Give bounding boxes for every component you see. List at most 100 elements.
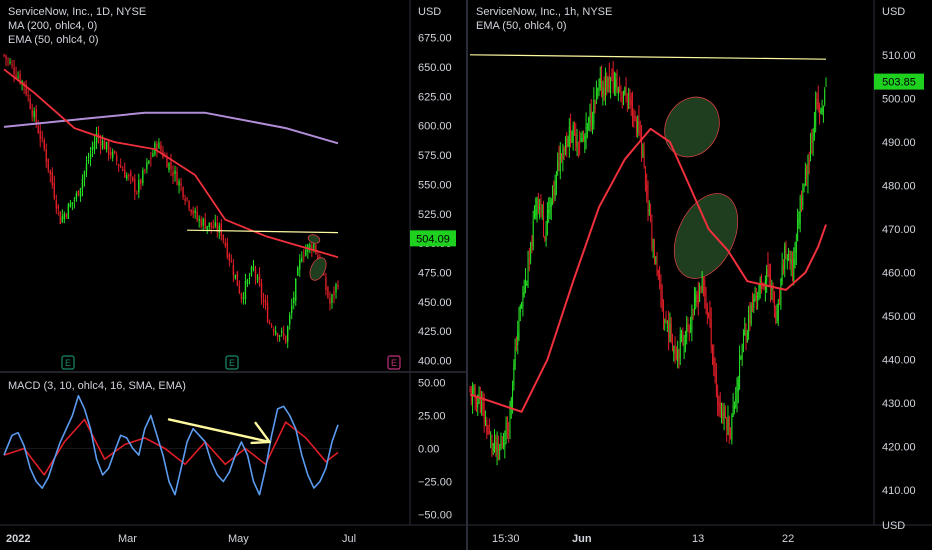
candle-body (710, 318, 712, 348)
candle-body (601, 76, 603, 95)
candle-body (210, 222, 212, 228)
candle-body (545, 224, 547, 241)
earnings-marker-label: E (391, 358, 397, 368)
candle-body (767, 264, 769, 275)
candle-body (808, 159, 810, 165)
candle-body (224, 242, 227, 246)
candle-body (317, 255, 319, 260)
earnings-marker[interactable] (61, 355, 75, 370)
candle-body (801, 196, 802, 206)
candle-body (144, 169, 146, 171)
candle-body (735, 398, 737, 401)
candle-body (115, 154, 118, 162)
candle-body (639, 133, 641, 135)
candle-body (19, 73, 21, 84)
candle-body (494, 438, 495, 444)
candle-body (797, 219, 799, 241)
candle-body (491, 440, 493, 447)
candle-body (39, 131, 41, 140)
hourly-chart-canvas[interactable]: 510.00 500.00 490.00 480.00 470.00 460.00 450.… (468, 0, 932, 550)
candle-body (530, 242, 532, 260)
earnings-marker[interactable] (387, 355, 401, 370)
candle-body (607, 77, 609, 93)
candle-body (301, 257, 303, 262)
candle-body (575, 134, 577, 146)
candle-body (550, 200, 552, 208)
candle-body (692, 314, 694, 316)
candle-body (755, 296, 757, 300)
price-tick-label: 440.00 (882, 355, 916, 367)
candle-body (499, 449, 501, 451)
candle-body (583, 137, 584, 141)
price-tick-label: 450.00 (418, 297, 452, 309)
candle-body (474, 387, 476, 400)
candle-body (638, 116, 640, 136)
candle-body (675, 350, 677, 360)
candle-body (819, 108, 821, 117)
candle-body (238, 285, 241, 294)
candle-body (485, 420, 486, 423)
earnings-marker[interactable] (225, 355, 239, 370)
candle-body (101, 140, 104, 149)
daily-chart-panel[interactable]: 675.00 650.00 625.00 600.00 575.00 550.00 525.… (0, 0, 466, 550)
candle-body (822, 107, 824, 113)
candle-body (534, 212, 535, 216)
candle-body (708, 313, 710, 316)
candle-body (731, 415, 733, 441)
candle-body (612, 69, 614, 89)
candle-body (584, 136, 586, 142)
candle-body (704, 280, 706, 296)
candle-body (481, 402, 483, 411)
time-tick-label: Jun (572, 533, 592, 545)
candle-body (571, 139, 573, 143)
price-tick-label: 420.00 (882, 442, 916, 454)
candle-body (721, 410, 722, 415)
daily-chart-canvas[interactable]: 675.00 650.00 625.00 600.00 575.00 550.00 525.… (0, 0, 466, 550)
candle-body (204, 219, 206, 229)
candle-body (214, 222, 216, 227)
ema50-line (469, 127, 827, 413)
macd-legend: MACD (3, 10, ohlc4, 16, SMA, EMA) (8, 380, 186, 392)
candle-body (813, 124, 815, 137)
macd-tick-label: −50.00 (418, 509, 452, 521)
candle-body (152, 153, 154, 157)
candle-body (666, 325, 668, 328)
candle-body (799, 197, 801, 224)
candle-body (693, 297, 695, 314)
candle-body (327, 287, 329, 298)
candle-body (719, 402, 721, 413)
candle-body (250, 267, 253, 276)
candle-body (728, 416, 730, 437)
candle-body (630, 100, 632, 105)
candle-body (176, 171, 178, 185)
candle-body (744, 329, 746, 335)
candle-body (705, 298, 707, 307)
panel-divider[interactable] (466, 0, 468, 550)
candle-body (264, 300, 267, 306)
last-price-label: 504.09 (416, 233, 450, 245)
candle-body (802, 195, 804, 207)
candle-body (109, 152, 112, 156)
candle-body (546, 209, 548, 224)
time-tick-label: 22 (782, 533, 794, 545)
candle-body (510, 398, 512, 408)
candle-body (696, 292, 698, 299)
candle-body (655, 258, 657, 260)
candle-body (27, 95, 29, 97)
candle-body (178, 180, 180, 186)
hourly-chart-panel[interactable]: 510.00 500.00 490.00 480.00 470.00 460.00 450.… (468, 0, 932, 550)
candle-body (741, 344, 743, 360)
candle-body (244, 281, 247, 299)
time-tick-label: Jul (342, 533, 356, 545)
candle-body (490, 435, 492, 438)
price-tick-label: 475.00 (418, 268, 452, 280)
candle-body (540, 202, 542, 213)
candle-body (579, 142, 581, 144)
candle-body (25, 84, 27, 95)
ema50-line (3, 68, 339, 259)
candle-body (592, 121, 593, 123)
candle-body (81, 178, 84, 189)
price-tick-label: 625.00 (418, 91, 452, 103)
candle-body (172, 172, 174, 176)
macd-tick-label: 50.00 (418, 378, 446, 390)
